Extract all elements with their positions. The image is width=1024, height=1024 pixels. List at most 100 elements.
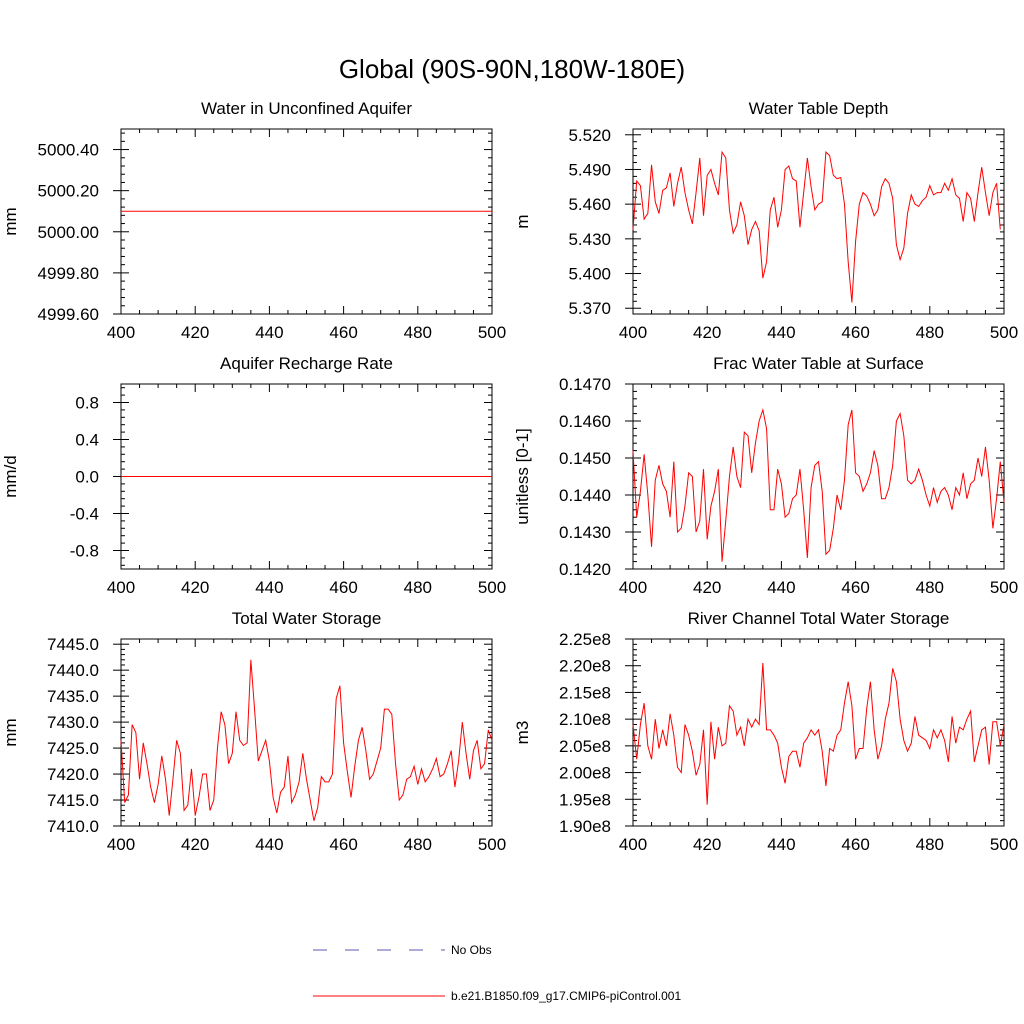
- x-tick-label: 440: [767, 578, 795, 597]
- x-tick-label: 480: [916, 578, 944, 597]
- x-tick-label: 400: [619, 578, 647, 597]
- y-tick-label: 7410.0: [47, 817, 99, 836]
- y-tick-label: 2.25e8: [559, 630, 611, 649]
- x-tick-label: 400: [107, 835, 135, 854]
- chart-water-table-depth: Water Table Depth m 400 420 440 460 480 500 5.37…: [513, 99, 1018, 342]
- panel-title: Total Water Storage: [232, 609, 382, 628]
- y-tick-label: 0.1430: [559, 523, 611, 542]
- y-tick-label: 7445.0: [47, 635, 99, 654]
- x-tick-label: 400: [107, 578, 135, 597]
- y-tick-label: 2.00e8: [559, 764, 611, 783]
- y-tick-label: 5.430: [568, 230, 611, 249]
- x-tick-label: 500: [478, 578, 506, 597]
- x-tick-label: 460: [841, 578, 869, 597]
- x-tick-label: 480: [404, 323, 432, 342]
- y-tick-label: 4999.60: [38, 305, 99, 324]
- x-tick-label: 420: [693, 578, 721, 597]
- x-tick-label: 440: [255, 323, 283, 342]
- x-tick-label: 420: [181, 323, 209, 342]
- y-tick-label: 0.1420: [559, 560, 611, 579]
- x-tick-label: 480: [916, 323, 944, 342]
- x-tick-label: 500: [478, 835, 506, 854]
- y-tick-label: 1.90e8: [559, 817, 611, 836]
- panel-title: Water Table Depth: [749, 99, 889, 118]
- x-tick-label: 420: [181, 578, 209, 597]
- x-tick-label: 440: [255, 835, 283, 854]
- figure-title: Global (90S-90N,180W-180E): [339, 54, 685, 84]
- x-tick-label: 420: [693, 323, 721, 342]
- x-tick-label: 460: [841, 323, 869, 342]
- x-tick-label: 460: [841, 835, 869, 854]
- x-tick-label: 420: [181, 835, 209, 854]
- x-tick-label: 460: [329, 323, 357, 342]
- y-axis-label: m3: [513, 721, 532, 745]
- x-tick-label: 500: [990, 323, 1018, 342]
- x-tick-label: 440: [255, 578, 283, 597]
- x-tick-label: 460: [329, 578, 357, 597]
- y-tick-label: 7435.0: [47, 687, 99, 706]
- y-tick-label: 0.1460: [559, 412, 611, 431]
- y-tick-label: 7415.0: [47, 791, 99, 810]
- chart-total-water-storage: Total Water Storage mm 400 420 440 460 480 500 7…: [1, 609, 506, 854]
- y-tick-label: 0.8: [75, 394, 99, 413]
- series-line: [120, 659, 493, 821]
- chart-aquifer-recharge-rate: Aquifer Recharge Rate mm/d 400 420 440 460 480…: [1, 354, 506, 597]
- legend: No Obs b.e21.B1850.f09_g17.CMIP6-piContr…: [313, 943, 681, 1003]
- y-axis-label: mm: [1, 207, 20, 235]
- series-line: [632, 150, 1001, 303]
- y-tick-label: 0.1470: [559, 375, 611, 394]
- y-axis-label: mm: [1, 718, 20, 746]
- y-axis-label: m: [513, 214, 532, 228]
- y-tick-label: 7440.0: [47, 661, 99, 680]
- y-tick-label: 5.400: [568, 265, 611, 284]
- x-tick-label: 500: [990, 835, 1018, 854]
- y-tick-label: 0.4: [75, 431, 99, 450]
- series-line: [632, 407, 1005, 562]
- x-tick-label: 400: [107, 323, 135, 342]
- y-tick-label: 5.370: [568, 299, 611, 318]
- x-tick-label: 440: [767, 323, 795, 342]
- legend-label-model: b.e21.B1850.f09_g17.CMIP6-piControl.001: [451, 989, 681, 1003]
- series-line: [632, 663, 1005, 805]
- y-tick-label: 0.1450: [559, 449, 611, 468]
- y-tick-label: 2.15e8: [559, 683, 611, 702]
- y-tick-label: -0.4: [70, 505, 99, 524]
- y-tick-label: 2.20e8: [559, 657, 611, 676]
- y-tick-label: 2.05e8: [559, 737, 611, 756]
- y-axis-label: unitless [0-1]: [513, 428, 532, 524]
- chart-water-in-unconfined-aquifer: Water in Unconfined Aquifer mm 400 420 440 46…: [1, 99, 506, 342]
- y-tick-label: 5.490: [568, 160, 611, 179]
- y-tick-label: -0.8: [70, 542, 99, 561]
- x-tick-label: 420: [693, 835, 721, 854]
- y-tick-label: 7430.0: [47, 713, 99, 732]
- y-tick-label: 5.520: [568, 126, 611, 145]
- x-tick-label: 480: [404, 578, 432, 597]
- y-tick-label: 7420.0: [47, 765, 99, 784]
- y-axis-label: mm/d: [1, 455, 20, 498]
- x-tick-label: 460: [329, 835, 357, 854]
- y-tick-label: 5.460: [568, 195, 611, 214]
- x-tick-label: 480: [916, 835, 944, 854]
- y-tick-label: 0.1440: [559, 486, 611, 505]
- chart-river-channel-total-water-storage: River Channel Total Water Storage m3 400 42…: [513, 609, 1018, 854]
- panel-title: Aquifer Recharge Rate: [220, 354, 393, 373]
- y-tick-label: 0.0: [75, 468, 99, 487]
- x-tick-label: 440: [767, 835, 795, 854]
- y-tick-label: 5000.00: [38, 223, 99, 242]
- y-tick-label: 5000.40: [38, 141, 99, 160]
- x-tick-label: 500: [478, 323, 506, 342]
- panel-title: Frac Water Table at Surface: [713, 354, 924, 373]
- x-tick-label: 480: [404, 835, 432, 854]
- chart-frac-water-table-at-surface: Frac Water Table at Surface unitless [0-1…: [513, 354, 1018, 597]
- panel-title: River Channel Total Water Storage: [688, 609, 950, 628]
- y-tick-label: 2.10e8: [559, 710, 611, 729]
- y-tick-label: 5000.20: [38, 182, 99, 201]
- panel-title: Water in Unconfined Aquifer: [201, 99, 412, 118]
- y-tick-label: 4999.80: [38, 264, 99, 283]
- y-tick-label: 1.95e8: [559, 790, 611, 809]
- x-tick-label: 400: [619, 835, 647, 854]
- x-tick-label: 400: [619, 323, 647, 342]
- y-tick-label: 7425.0: [47, 739, 99, 758]
